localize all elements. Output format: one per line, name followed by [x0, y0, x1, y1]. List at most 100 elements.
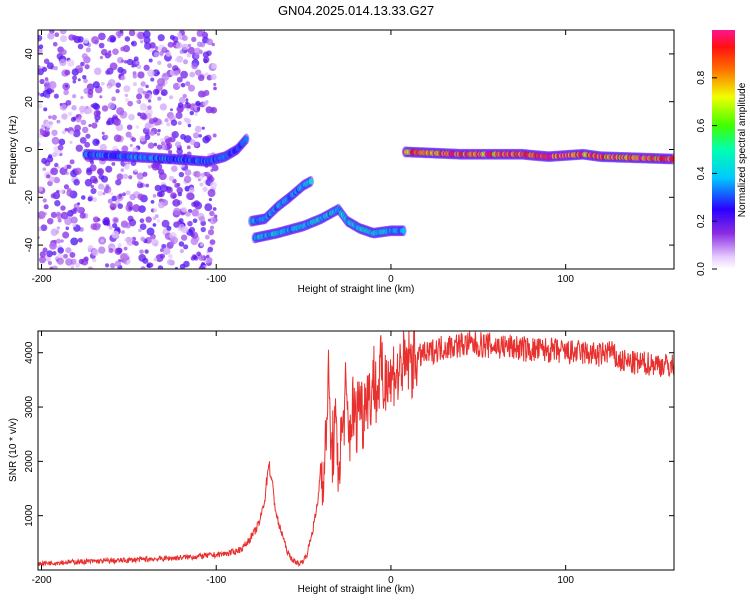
heatmap-noise-cell [183, 175, 192, 184]
heatmap-noise-cell [120, 75, 126, 81]
heatmap-noise-cell [181, 43, 189, 51]
y-tick-label: -20 [24, 190, 35, 205]
heatmap-noise-cell [72, 79, 77, 84]
heatmap-noise-cell [117, 203, 124, 209]
heatmap-noise-cell [149, 131, 155, 137]
x-tick-label: 100 [557, 575, 574, 586]
heatmap-noise-cell [173, 207, 181, 216]
heatmap-noise-cell [176, 55, 184, 63]
colorbar: 0.0 0.2 0.4 0.6 0.8 Normalized spectral ampl… [696, 30, 748, 276]
heatmap-noise-cell [38, 47, 43, 55]
heatmap-noise-cell [135, 60, 139, 65]
colorbar-gradient [712, 30, 735, 269]
heatmap-noise-cell [175, 42, 183, 49]
heatmap-noise-cell [210, 106, 218, 114]
heatmap-noise-cell [210, 73, 217, 81]
heatmap-noise-cell [153, 257, 158, 262]
heatmap-noise-cell [198, 255, 205, 261]
heatmap-noise-cell [72, 75, 78, 81]
heatmap-noise-cell [74, 124, 81, 132]
heatmap-noise-cell [179, 248, 185, 254]
heatmap-noise-cell [51, 129, 58, 136]
heatmap-noise-cell [75, 116, 82, 123]
heatmap-noise-cell [195, 100, 201, 106]
heatmap-noise-cell [53, 65, 58, 71]
heatmap-noise-cell [187, 43, 192, 48]
heatmap-noise-cell [187, 84, 196, 92]
heatmap-noise-cell [54, 200, 61, 207]
heatmap-noise-cell [129, 143, 133, 148]
heatmap-noise-cell [71, 68, 79, 76]
heatmap-core [308, 178, 314, 185]
heatmap-noise-cell [131, 40, 137, 47]
heatmap-noise-cell [63, 165, 68, 169]
heatmap-noise-cell [161, 91, 165, 96]
heatmap-noise-cell [152, 117, 158, 123]
colorbar-tick-label: 0.8 [696, 70, 707, 84]
heatmap-noise-cell [73, 179, 80, 186]
heatmap-noise-cell [124, 36, 131, 42]
heatmap-noise-cell [132, 74, 137, 79]
heatmap-noise-cell [113, 134, 122, 142]
heatmap-noise-cell [52, 41, 58, 47]
heatmap-noise-cell [101, 131, 105, 135]
heatmap-noise-cell [42, 167, 47, 172]
heatmap-noise-cell [199, 243, 204, 247]
heatmap-noise-cell [96, 223, 102, 229]
heatmap-noise-cell [97, 190, 103, 197]
heatmap-noise-cell [177, 102, 184, 108]
heatmap-noise-cell [128, 175, 133, 180]
heatmap-noise-cell [57, 218, 62, 223]
heatmap-noise-cell [51, 114, 57, 121]
heatmap-noise-cell [119, 252, 128, 261]
heatmap-noise-cell [180, 82, 186, 88]
heatmap-noise-cell [54, 32, 60, 38]
snr-plot-area [38, 331, 674, 570]
heatmap-noise-cell [86, 107, 93, 114]
heatmap-noise-cell [169, 108, 174, 112]
heatmap-noise-cell [138, 205, 146, 213]
x-tick-label: -100 [206, 274, 226, 285]
heatmap-noise-cell [125, 222, 131, 229]
heatmap-noise-cell [132, 82, 137, 87]
heatmap-noise-cell [66, 164, 72, 169]
heatmap-noise-cell [171, 130, 179, 139]
heatmap-noise-cell [95, 110, 101, 116]
heatmap-noise-cell [60, 104, 67, 111]
x-tick-label: 100 [557, 274, 574, 285]
heatmap-noise-cell [63, 184, 69, 190]
heatmap-noise-cell [192, 254, 197, 260]
heatmap-noise-cell [142, 30, 151, 39]
heatmap-noise-cell [90, 104, 94, 108]
heatmap-noise-cell [137, 71, 145, 79]
heatmap-noise-cell [193, 132, 199, 138]
heatmap-noise-cell [42, 247, 48, 253]
heatmap-noise-cell [137, 87, 144, 94]
heatmap-noise-cell [122, 173, 129, 180]
heatmap-noise-cell [65, 258, 73, 266]
heatmap-noise-cell [183, 244, 189, 250]
heatmap-noise-cell [147, 165, 152, 169]
heatmap-noise-cell [91, 122, 98, 129]
heatmap-noise-cell [143, 36, 151, 44]
heatmap-noise-cell [207, 218, 211, 222]
heatmap-noise-cell [98, 246, 106, 254]
heatmap-noise-cell [170, 119, 178, 126]
heatmap-noise-cell [185, 101, 189, 105]
heatmap-noise-cell [93, 67, 102, 76]
heatmap-noise-cell [159, 184, 168, 193]
heatmap-noise-cell [65, 226, 70, 231]
heatmap-noise-cell [194, 201, 203, 210]
heatmap-noise-cell [187, 46, 196, 55]
heatmap-core [401, 227, 406, 234]
heatmap-noise-cell [200, 226, 206, 233]
heatmap-noise-cell [160, 141, 166, 146]
heatmap-noise-cell [90, 184, 95, 189]
heatmap-noise-cell [180, 133, 186, 140]
heatmap-noise-cell [70, 265, 75, 269]
heatmap-noise-cell [206, 38, 214, 46]
heatmap-noise-cell [45, 128, 50, 132]
heatmap-noise-cell [154, 184, 162, 192]
heatmap-noise-cell [92, 138, 100, 146]
heatmap-noise-cell [60, 49, 67, 56]
